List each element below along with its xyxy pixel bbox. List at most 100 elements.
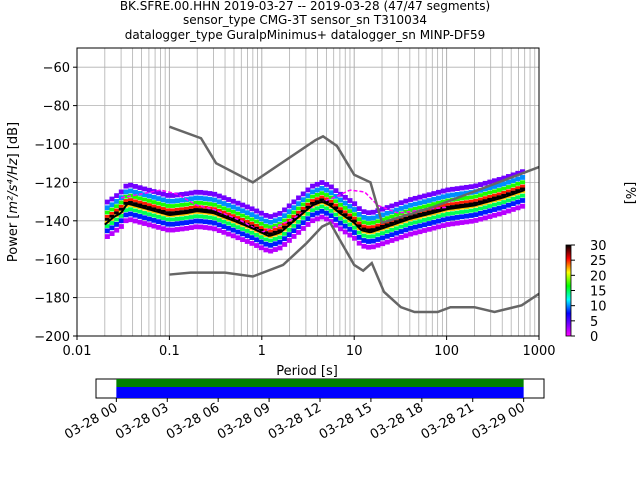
outlier-psd-line xyxy=(120,189,447,233)
histogram-cell xyxy=(356,235,362,240)
histogram-cell xyxy=(282,231,288,236)
histogram-cell xyxy=(212,191,218,197)
histogram-cell xyxy=(426,192,432,198)
histogram-cell xyxy=(366,225,372,229)
histogram-cell xyxy=(109,211,115,215)
histogram-cell xyxy=(366,210,372,216)
histogram-cell xyxy=(370,234,376,239)
histogram-cell xyxy=(202,225,208,230)
histogram-cell xyxy=(249,230,255,235)
histogram-cell xyxy=(473,218,479,223)
histogram-cell xyxy=(226,202,232,208)
histogram-cell xyxy=(459,196,465,201)
histogram-cell xyxy=(291,214,297,218)
histogram-cell xyxy=(142,204,148,208)
histogram-cell xyxy=(170,211,176,215)
histogram-cell xyxy=(310,218,316,224)
histogram-cell xyxy=(384,210,390,216)
histogram-cell xyxy=(445,202,451,206)
histogram-cell xyxy=(501,204,507,210)
histogram-cell xyxy=(165,198,171,204)
timeline-tick-label: 03-28 12 xyxy=(266,400,324,442)
histogram-cell xyxy=(123,189,129,195)
histogram-cell xyxy=(230,217,236,220)
histogram-cell xyxy=(170,217,176,222)
histogram-cell xyxy=(230,198,236,204)
histogram-cell xyxy=(249,217,255,222)
histogram-cell xyxy=(361,243,367,249)
histogram-cell xyxy=(118,214,124,218)
histogram-cell xyxy=(221,213,227,217)
histogram-cell xyxy=(202,208,208,212)
histogram-cell xyxy=(174,203,180,208)
histogram-cell xyxy=(506,185,512,189)
histogram-cell xyxy=(482,186,488,192)
histogram-cell xyxy=(156,196,162,201)
histogram-cell xyxy=(394,230,400,236)
histogram-cell xyxy=(296,219,302,224)
histogram-cell xyxy=(286,238,292,243)
histogram-cell xyxy=(450,192,456,198)
histogram-cell xyxy=(305,205,311,209)
histogram-cell xyxy=(506,198,512,203)
histogram-cell xyxy=(212,210,218,214)
y-axis-label: Power [m²/s⁴/Hz] [dB] xyxy=(6,122,21,262)
histogram-cell xyxy=(160,226,166,232)
histogram-cell xyxy=(212,202,218,207)
histogram-cell xyxy=(375,226,381,230)
histogram-cell xyxy=(272,247,278,252)
histogram-cell xyxy=(235,235,241,241)
histogram-cell xyxy=(403,204,409,210)
histogram-cell xyxy=(272,227,278,231)
histogram-cell xyxy=(174,221,180,227)
histogram-cell xyxy=(468,199,474,203)
histogram-cell xyxy=(459,200,465,204)
histogram-cell xyxy=(193,214,199,219)
histogram-cell xyxy=(165,227,171,233)
psd-histogram xyxy=(104,169,526,254)
grid xyxy=(76,48,539,337)
histogram-cell xyxy=(445,222,451,227)
histogram-cell xyxy=(296,210,302,214)
histogram-cell xyxy=(160,216,166,221)
histogram-cell xyxy=(454,220,460,226)
histogram-cell xyxy=(132,195,138,199)
histogram-cell xyxy=(268,238,274,243)
histogram-cell xyxy=(338,202,344,207)
histogram-cell xyxy=(422,211,428,215)
histogram-cell xyxy=(286,214,292,219)
histogram-cell xyxy=(473,194,479,199)
histogram-cell xyxy=(389,221,395,225)
histogram-cell xyxy=(296,201,302,207)
histogram-cell xyxy=(244,219,250,223)
histogram-cell xyxy=(459,210,465,214)
histogram-cell xyxy=(240,237,246,243)
histogram-cell xyxy=(212,216,218,221)
histogram-cell xyxy=(510,187,516,191)
histogram-cell xyxy=(221,219,227,224)
histogram-cell xyxy=(510,190,516,194)
histogram-cell xyxy=(310,194,316,199)
histogram-cell xyxy=(520,175,526,180)
histogram-cell xyxy=(198,201,204,205)
histogram-cell xyxy=(468,202,474,206)
histogram-cell xyxy=(426,216,432,221)
histogram-cell xyxy=(123,199,129,202)
histogram-cell xyxy=(193,195,199,201)
title-line-2: sensor_type CMG-3T sensor_sn T310034 xyxy=(183,13,427,27)
histogram-cell xyxy=(459,220,465,225)
histogram-cell xyxy=(184,191,190,197)
histogram-cell xyxy=(123,218,129,224)
nlnm-line xyxy=(169,221,539,314)
histogram-cell xyxy=(142,201,148,205)
histogram-cell xyxy=(282,222,288,226)
histogram-cell xyxy=(114,204,120,209)
histogram-cell xyxy=(375,237,381,242)
histogram-cell xyxy=(254,214,260,220)
histogram-cell xyxy=(431,202,437,207)
histogram-cell xyxy=(328,190,334,196)
histogram-cell xyxy=(450,211,456,216)
histogram-cell xyxy=(165,208,171,212)
histogram-cell xyxy=(347,232,353,238)
